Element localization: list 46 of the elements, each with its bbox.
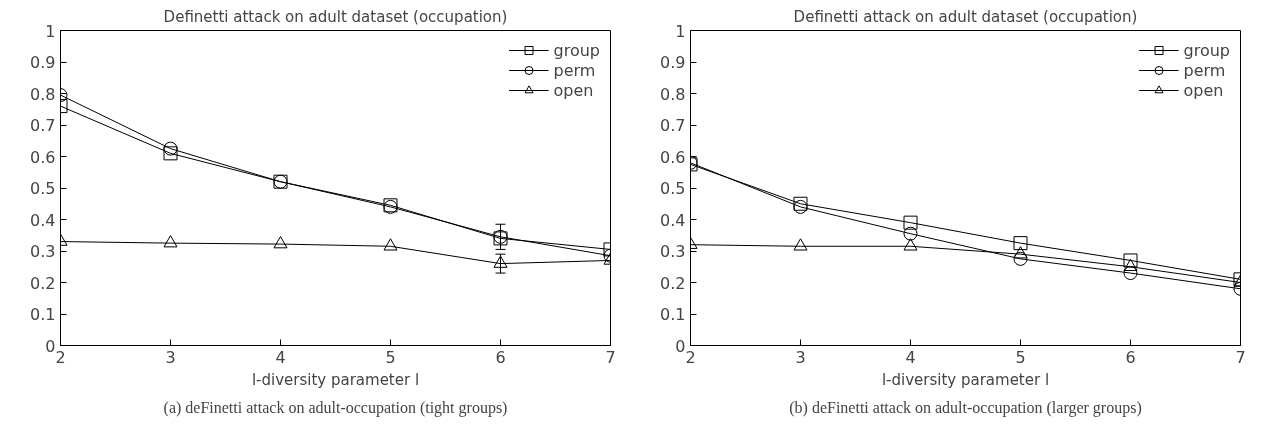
y-tick-label: 0.9 xyxy=(30,53,56,72)
y-tick-label: 0 xyxy=(675,336,686,356)
x-axis-title: l-diversity parameter l xyxy=(881,370,1050,389)
x-tick-label: 7 xyxy=(1235,347,1246,367)
legend-label: perm xyxy=(553,60,596,80)
y-tick-label: 1 xyxy=(45,21,56,41)
text: (b) deFinetti attack on adult-occupation (larger groups) xyxy=(789,398,1142,417)
y-tick-label: 0.2 xyxy=(660,273,686,293)
y-tick-label: 0.7 xyxy=(660,116,686,135)
x-tick-label: 2 xyxy=(685,347,696,367)
x-tick-label: 3 xyxy=(795,347,806,367)
y-tick-label: 0.2 xyxy=(30,273,56,293)
y-tick-label: 0.6 xyxy=(660,147,686,167)
legend-label: group xyxy=(553,40,600,60)
x-tick-label: 2 xyxy=(55,347,66,367)
legend-label: open xyxy=(1183,80,1224,100)
y-tick-label: 0.9 xyxy=(660,53,686,72)
x-tick-label: 6 xyxy=(495,347,506,367)
y-tick-label: 0.5 xyxy=(660,179,686,198)
text: (a) deFinetti attack on adult-occupation (tight groups) xyxy=(163,398,508,417)
chart-title: Definetti attack on adult dataset (occupation) xyxy=(793,7,1138,26)
y-tick-label: 0.4 xyxy=(30,210,56,230)
legend-label: group xyxy=(1183,40,1230,60)
y-tick-label: 0.3 xyxy=(660,242,686,261)
chart-title: Definetti attack on adult dataset (occupation) xyxy=(163,7,508,26)
x-tick-label: 5 xyxy=(1015,347,1026,367)
y-tick-label: 0.7 xyxy=(30,116,56,135)
y-tick-label: 0.6 xyxy=(30,147,56,167)
y-tick-label: 1 xyxy=(675,21,686,41)
x-tick-label: 4 xyxy=(275,347,286,367)
y-tick-label: 0.8 xyxy=(30,84,56,104)
x-axis-title: l-diversity parameter l xyxy=(251,370,420,389)
x-tick-label: 3 xyxy=(165,347,176,367)
x-tick-label: 6 xyxy=(1125,347,1136,367)
y-tick-label: 0.3 xyxy=(30,242,56,261)
x-tick-label: 5 xyxy=(385,347,396,367)
y-tick-label: 0.8 xyxy=(660,84,686,104)
y-tick-label: 0.5 xyxy=(30,179,56,198)
y-tick-label: 0.1 xyxy=(660,305,686,324)
y-tick-label: 0.1 xyxy=(30,305,56,324)
y-tick-label: 0.4 xyxy=(660,210,686,230)
x-tick-label: 7 xyxy=(605,347,616,367)
legend-label: perm xyxy=(1183,60,1226,80)
y-tick-label: 0 xyxy=(45,336,56,356)
legend-label: open xyxy=(553,80,594,100)
x-tick-label: 4 xyxy=(905,347,916,367)
